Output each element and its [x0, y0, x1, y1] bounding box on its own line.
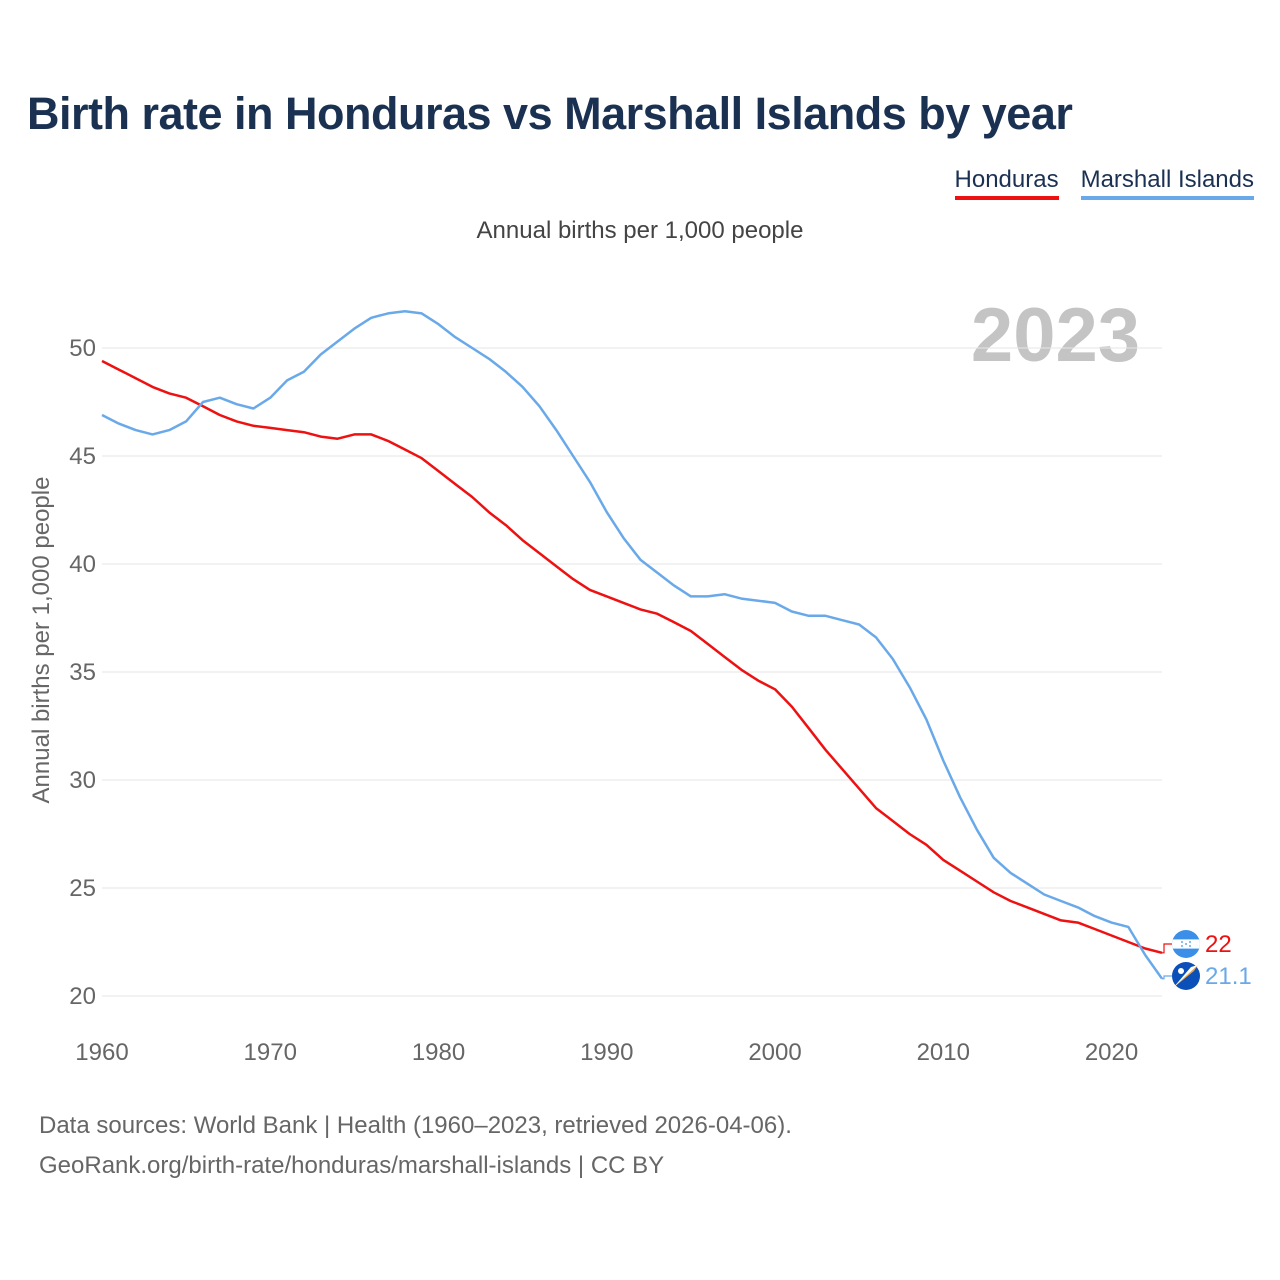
x-tick-label: 1990	[580, 1039, 633, 1066]
honduras-flag-icon	[1172, 930, 1200, 958]
x-tick-label: 1980	[412, 1039, 465, 1066]
series-end-markers: 22 21.1	[1162, 930, 1252, 990]
legend: Honduras Marshall Islands	[954, 166, 1254, 200]
y-tick-label: 45	[69, 443, 96, 470]
footer-sources: Data sources: World Bank | Health (1960–…	[39, 1112, 792, 1139]
y-tick-label: 25	[69, 875, 96, 902]
series-lines	[101, 310, 1164, 980]
chart-title: Birth rate in Honduras vs Marshall Islan…	[27, 88, 1073, 139]
end-connector	[1162, 975, 1174, 980]
footer: Data sources: World Bank | Health (1960–…	[39, 1106, 792, 1186]
x-tick-label: 2020	[1085, 1039, 1138, 1066]
x-tick-label: 1960	[75, 1039, 128, 1066]
series-line-marshall-islands	[101, 310, 1164, 980]
y-tick-label: 50	[69, 335, 96, 362]
y-axis-ticks: 20 25 30 35 40 45 50	[69, 335, 96, 1010]
end-connector	[1162, 943, 1174, 954]
footer-link[interactable]: GeoRank.org/birth-rate/honduras/marshall…	[39, 1152, 665, 1179]
legend-item-honduras[interactable]: Honduras	[954, 166, 1059, 200]
y-tick-label: 20	[69, 983, 96, 1010]
end-value-label: 22	[1205, 931, 1232, 958]
y-tick-label: 40	[69, 551, 96, 578]
year-watermark: 2023	[970, 293, 1140, 378]
legend-item-marshall-islands[interactable]: Marshall Islands	[1080, 166, 1254, 200]
gridlines	[102, 347, 1162, 997]
chart-subtitle: Annual births per 1,000 people	[476, 217, 804, 244]
y-tick-label: 35	[69, 659, 96, 686]
y-tick-label: 30	[69, 767, 96, 794]
end-value-label: 21.1	[1205, 963, 1252, 990]
series-line-honduras	[101, 359, 1163, 955]
x-tick-label: 2000	[748, 1039, 801, 1066]
x-tick-label: 1970	[244, 1039, 297, 1066]
x-tick-label: 2010	[917, 1039, 970, 1066]
x-axis-ticks: 1960 1970 1980 1990 2000 2010 2020	[75, 1039, 1138, 1066]
marshall-islands-flag-icon	[1172, 962, 1200, 990]
